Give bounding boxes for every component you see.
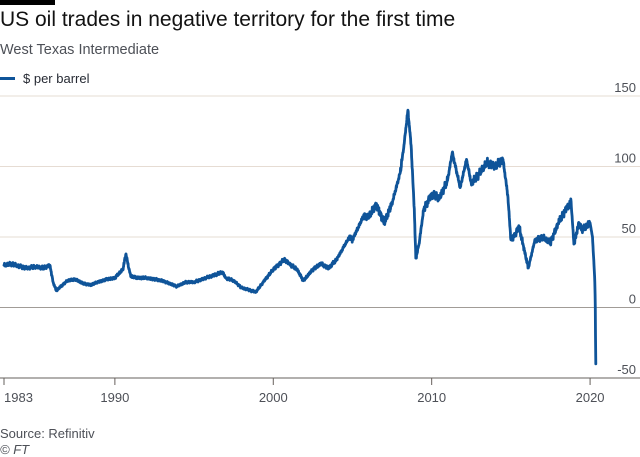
credit-note: © FT [0,442,30,457]
legend-swatch [0,76,15,80]
series-layer [2,108,598,366]
x-tick-label: 1983 [4,390,33,405]
top-accent-bar [0,0,55,5]
source-note: Source: Refinitiv [0,426,95,441]
x-tick-label: 1990 [100,390,129,405]
y-tick-label: -50 [617,362,636,377]
chart-title: US oil trades in negative territory for … [0,8,456,31]
legend-label: $ per barrel [23,70,90,86]
legend: $ per barrel [0,70,89,86]
series-line-wti [2,108,598,366]
x-tick-label: 2020 [576,390,605,405]
grid-layer: -50 0 50 100 150 [0,80,640,379]
y-tick-label: 50 [622,221,636,236]
chart-subtitle: West Texas Intermediate [0,42,160,58]
x-tick-label: 2010 [417,390,446,405]
y-tick-label: 100 [614,151,636,166]
y-tick-label: 0 [629,292,636,307]
x-tick-label: 2000 [259,390,288,405]
x-axis: 1983 1990 2000 2010 2020 [0,377,640,405]
y-tick-label: 150 [614,80,636,95]
